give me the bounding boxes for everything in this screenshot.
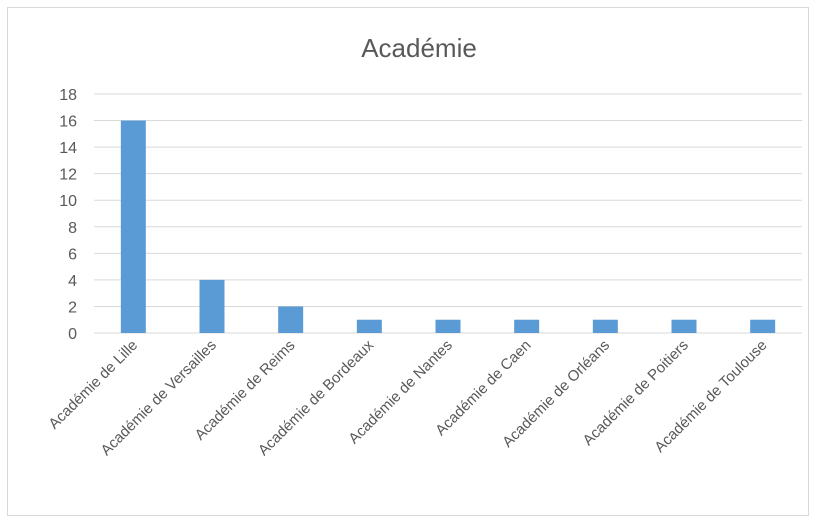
y-tick-label: 6	[68, 246, 77, 263]
y-tick-label: 16	[59, 114, 77, 131]
y-tick-label: 0	[68, 326, 77, 343]
bar	[278, 306, 304, 333]
bar	[356, 319, 382, 333]
bar	[435, 319, 461, 333]
bar	[120, 120, 146, 333]
y-tick-label: 18	[59, 87, 77, 104]
y-tick-label: 12	[59, 167, 77, 184]
y-tick-label: 14	[59, 140, 77, 157]
bar	[750, 319, 776, 333]
y-tick-label: 8	[68, 220, 77, 237]
bar	[592, 319, 618, 333]
bars	[120, 120, 776, 333]
bar	[671, 319, 697, 333]
chart-title: Académie	[361, 33, 477, 63]
y-tick-label: 10	[59, 193, 77, 210]
bar	[199, 279, 225, 333]
bar	[514, 319, 540, 333]
y-tick-label: 2	[68, 299, 77, 316]
y-axis-tick-labels: 0 2 4 6 8 10 12 14 16 18	[59, 87, 77, 343]
y-tick-label: 4	[68, 273, 77, 290]
